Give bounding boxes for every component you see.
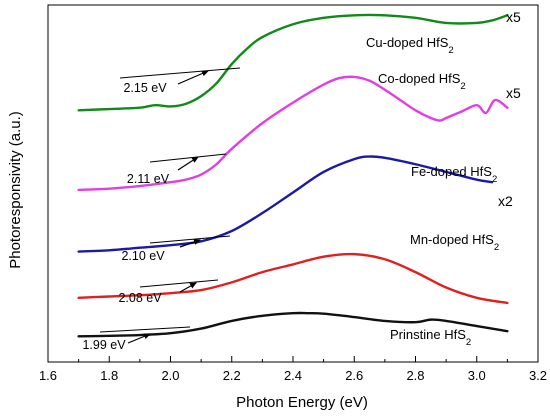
series-line-fe-doped (77, 155, 494, 253)
band-gap-label-mn-doped: 2.08 eV (118, 291, 162, 305)
multiplier-label-fe-doped: x2 (498, 193, 513, 209)
band-gap-label-prinstine: 1.99 eV (82, 338, 126, 352)
series-label-co-doped: Co-doped HfS2 (378, 71, 466, 92)
series-line-mn-doped (77, 252, 509, 305)
x-tick-label: 2.8 (406, 368, 424, 383)
arrow-mn-doped (179, 282, 197, 293)
series-line-prinstine (77, 311, 509, 338)
multiplier-label-cu-doped: x5 (506, 9, 521, 25)
series-label-mn-doped: Mn-doped HfS2 (410, 232, 499, 253)
arrow-prinstine (127, 333, 151, 344)
series-label-cu-doped: Cu-doped HfS2 (366, 35, 454, 56)
tangent-line-co-doped (149, 153, 227, 163)
band-gap-label-cu-doped: 2.15 eV (123, 81, 167, 95)
x-tick-label: 1.8 (100, 368, 118, 383)
series-label-fe-doped: Fe-doped HfS2 (411, 164, 497, 185)
x-tick-label: 2.4 (284, 368, 302, 383)
multiplier-label-co-doped: x5 (506, 85, 521, 101)
x-tick-label: 2.0 (161, 368, 179, 383)
y-axis-title: Photoresponsivity (a.u.) (7, 111, 24, 269)
x-tick-label: 3.0 (468, 368, 486, 383)
series-label-prinstine: Prinstine HfS2 (390, 327, 471, 348)
arrow-fe-doped (179, 239, 201, 248)
tangent-line-fe-doped (149, 235, 231, 244)
tangent-line-prinstine (99, 326, 191, 333)
plot-frame (47, 4, 539, 363)
band-gap-label-fe-doped: 2.10 eV (121, 249, 165, 263)
tangent-line-mn-doped (139, 279, 219, 288)
x-tick-label: 2.6 (345, 368, 363, 383)
tangent-line-cu-doped (119, 67, 241, 79)
x-tick-label: 1.6 (39, 368, 57, 383)
x-axis-title: Photon Energy (eV) (236, 394, 368, 411)
x-tick-label: 3.2 (529, 368, 547, 383)
series-line-co-doped (77, 75, 509, 192)
arrow-co-doped (177, 156, 199, 171)
band-gap-label-co-doped: 2.11 eV (127, 172, 170, 186)
x-tick-label: 2.2 (223, 368, 241, 383)
series-line-cu-doped (77, 13, 509, 112)
arrow-cu-doped (177, 70, 209, 85)
